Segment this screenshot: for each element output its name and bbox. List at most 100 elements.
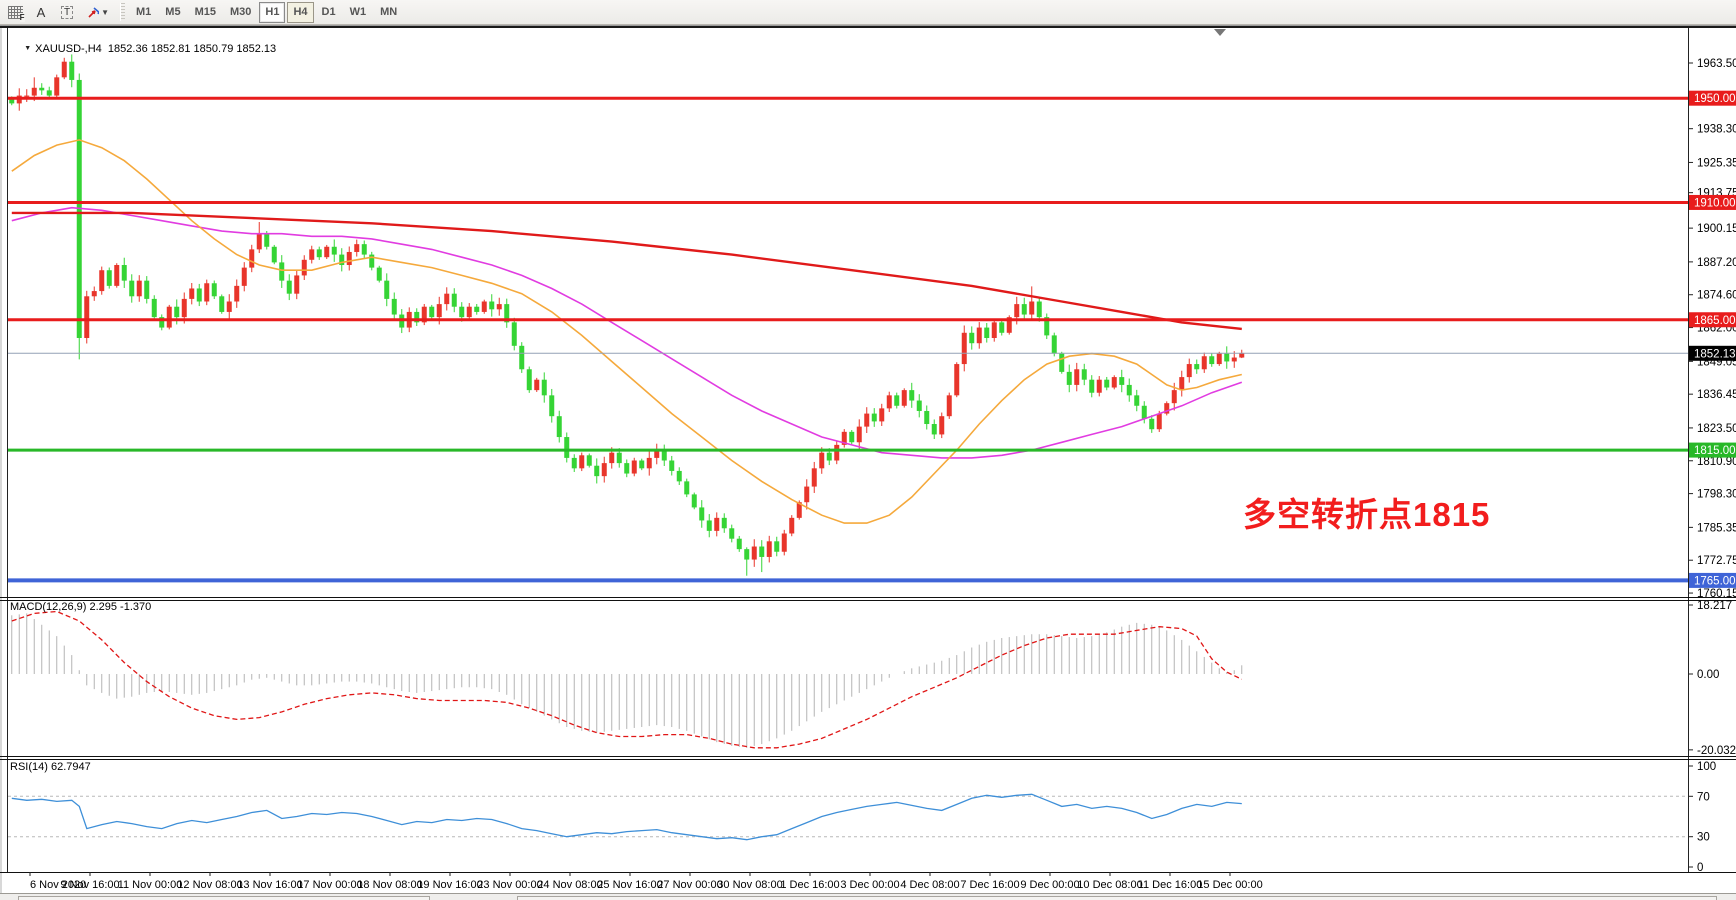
indicator-axes[interactable]: 18.217 0.00 -20.032 100 70 30 0	[1688, 600, 1736, 874]
macd-signal-line	[11, 610, 1243, 749]
candle	[511, 322, 517, 346]
candle	[1201, 356, 1207, 370]
candle	[1126, 384, 1132, 396]
time-label: 24 Nov 08:00	[537, 879, 602, 891]
timeframe-button-mn[interactable]: MN	[380, 6, 398, 18]
candle	[166, 306, 172, 328]
candle	[654, 450, 660, 458]
candle	[31, 87, 37, 96]
candle	[706, 520, 712, 531]
price-badge-1852.13	[1689, 345, 1736, 361]
candle	[1014, 304, 1020, 318]
candle	[556, 416, 562, 438]
candle	[961, 332, 967, 365]
arrows-tool-button[interactable]: ▼	[81, 2, 115, 23]
collapse-triangle-icon[interactable]: ▼	[24, 45, 32, 52]
macd-pane[interactable]	[11, 610, 1243, 749]
text-box-tool-button[interactable]: T	[55, 2, 79, 23]
candle	[219, 296, 225, 312]
candle	[189, 288, 195, 299]
svg-text:1938.30: 1938.30	[1697, 124, 1736, 136]
dropdown-caret-icon: ▼	[101, 7, 109, 17]
candle	[69, 61, 75, 80]
candle	[789, 517, 795, 534]
timeframe-button-h4[interactable]: H4	[287, 1, 314, 23]
toolbar-grip[interactable]	[120, 3, 125, 21]
price-badge-1865.00	[1689, 312, 1736, 328]
candle	[759, 546, 765, 557]
chart-header: ▼ XAUUSD-,H4 1852.36 1852.81 1850.79 1852…	[12, 31, 276, 67]
svg-text:1874.60: 1874.60	[1697, 290, 1736, 302]
text-box-icon: T	[60, 5, 74, 19]
candle	[751, 546, 757, 560]
candle	[916, 400, 922, 411]
time-label: 6 Nov 2020	[30, 879, 86, 891]
ma-fast-orange-line[interactable]	[11, 139, 1242, 524]
time-label: 13 Nov 16:00	[237, 879, 302, 891]
candle	[1044, 317, 1050, 336]
grid-f-tool-button[interactable]: F	[3, 2, 27, 23]
rsi-pane[interactable]	[8, 793, 1688, 841]
candle	[241, 267, 247, 286]
svg-text:-20.032: -20.032	[1697, 745, 1736, 757]
candle	[984, 327, 990, 338]
candle	[1059, 353, 1065, 372]
candle	[1186, 364, 1192, 378]
candle	[159, 317, 165, 328]
svg-text:1836.45: 1836.45	[1697, 389, 1736, 401]
timeframe-button-m5[interactable]: M5	[165, 6, 181, 18]
candle	[9, 98, 15, 104]
candle	[331, 246, 337, 255]
candle	[1156, 413, 1162, 430]
timeframe-button-d1[interactable]: D1	[321, 6, 336, 18]
candle	[931, 424, 937, 435]
timeframe-button-m1[interactable]: M1	[136, 6, 152, 18]
candle	[1171, 390, 1177, 404]
candle	[676, 470, 682, 482]
svg-text:1815.00: 1815.00	[1694, 445, 1736, 457]
candle	[339, 254, 345, 266]
ma-slow-red-line[interactable]	[11, 211, 1242, 331]
svg-text:1865.00: 1865.00	[1694, 315, 1736, 327]
text-label-tool-button[interactable]: A	[29, 2, 53, 23]
price-axis[interactable]: 1963.501938.301925.351913.751900.151887.…	[1688, 58, 1736, 600]
candle	[234, 285, 240, 302]
candle	[181, 298, 187, 318]
time-label: 23 Nov 00:00	[477, 879, 542, 891]
time-label: 11 Dec 16:00	[1138, 879, 1203, 891]
timeframe-button-h1[interactable]: H1	[259, 1, 286, 23]
time-label: 10 Dec 08:00	[1077, 879, 1142, 891]
text-label-icon: A	[36, 4, 46, 20]
candle	[699, 507, 705, 521]
candle	[886, 395, 892, 409]
svg-text:1900.15: 1900.15	[1697, 223, 1736, 235]
candle	[294, 275, 300, 294]
candle	[669, 460, 675, 471]
timeframe-button-m30[interactable]: M30	[229, 6, 252, 18]
svg-text:18.217: 18.217	[1697, 600, 1732, 612]
candle	[211, 283, 217, 297]
level-lines-layer	[8, 96, 1688, 583]
time-label: 9 Nov 16:00	[60, 879, 119, 891]
candle	[1209, 356, 1215, 365]
timeframe-button-m15[interactable]: M15	[194, 6, 216, 18]
timeframe-button-w1[interactable]: W1	[349, 6, 367, 18]
candle	[114, 265, 120, 286]
chart-annotation-text[interactable]: 多空转折点1815	[1243, 496, 1491, 533]
price-badge-1815.00	[1689, 442, 1736, 458]
time-label: 19 Nov 16:00	[417, 879, 482, 891]
status-cell	[517, 896, 1717, 900]
status-cell	[18, 896, 430, 900]
time-label: 12 Nov 08:00	[177, 879, 242, 891]
candle	[106, 270, 112, 286]
candle	[796, 502, 802, 518]
svg-text:1852.13: 1852.13	[1694, 348, 1736, 360]
candle	[1179, 377, 1185, 391]
candle	[819, 452, 825, 469]
candle	[744, 549, 750, 560]
candle	[1096, 379, 1102, 393]
candle	[346, 251, 352, 266]
candle	[286, 280, 292, 294]
